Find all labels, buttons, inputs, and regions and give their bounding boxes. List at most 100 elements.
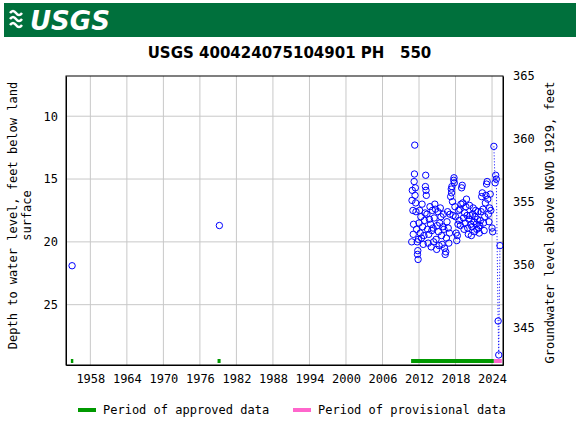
tick: 1958 [76, 365, 105, 386]
data-point [493, 176, 499, 182]
data-point [423, 172, 429, 178]
tick-label: 1976 [186, 372, 215, 386]
tick: 1994 [296, 365, 325, 386]
tick: 25 [44, 298, 66, 312]
tick-label: 1964 [113, 372, 142, 386]
tick: 365 [503, 69, 535, 83]
chart: USGSUSGS 400424075104901 PH 550195819641… [0, 0, 580, 430]
data-point [412, 192, 418, 198]
grid-line-x [345, 76, 346, 365]
tick: 1988 [259, 365, 288, 386]
tick: 2012 [405, 365, 434, 386]
data-point [495, 318, 501, 324]
data-point [437, 205, 443, 211]
data-point [423, 192, 429, 198]
tick: 2018 [442, 365, 471, 386]
data-point [484, 178, 490, 184]
legend-swatch [78, 408, 96, 412]
data-point [489, 229, 495, 235]
data-point [216, 222, 222, 228]
y-axis-title: Depth to water level, feet below land [6, 82, 20, 349]
grid-line-x [419, 76, 420, 365]
data-point [411, 178, 417, 184]
period-bar [218, 359, 221, 363]
period-bar [71, 359, 73, 363]
tick-label: 355 [513, 195, 535, 209]
axis-line [67, 365, 504, 366]
data-point [497, 242, 503, 248]
logo-mark [10, 11, 22, 27]
tick-label: 25 [44, 298, 58, 312]
tick-label: 1988 [259, 372, 288, 386]
tick-label: 10 [44, 110, 58, 124]
tick-label: 20 [44, 235, 58, 249]
tick: 355 [503, 195, 535, 209]
tick: 2024 [478, 365, 507, 386]
tick: 10 [44, 110, 66, 124]
data-point [69, 263, 75, 269]
y2-axis-title: Groundwater level above NGVD 1929, feet [543, 82, 557, 364]
tick: 2000 [332, 365, 361, 386]
tick-label: 1958 [76, 372, 105, 386]
grid-line-x [272, 76, 273, 365]
tick-label: 2000 [332, 372, 361, 386]
data-point [443, 249, 449, 255]
data-point [415, 247, 421, 253]
data-point [488, 207, 494, 213]
data-point [487, 191, 493, 197]
axis-line [503, 77, 504, 366]
data-point [448, 190, 454, 196]
logo-wave [10, 17, 22, 21]
legend-label: Period of approved data [103, 403, 269, 417]
data-point [454, 232, 460, 238]
grid-line-y [66, 179, 503, 180]
tick: 1976 [186, 365, 215, 386]
y-axis-title: surface [20, 190, 34, 241]
tick-label: 1994 [296, 372, 325, 386]
data-point [431, 215, 437, 221]
grid-line-y [66, 116, 503, 117]
grid [66, 76, 503, 365]
logo-wave [10, 23, 22, 27]
data-point [452, 214, 458, 220]
grid-line-x [126, 76, 127, 365]
tick-label: 15 [44, 172, 58, 186]
data-point [412, 142, 418, 148]
tick: 1982 [222, 365, 251, 386]
header-band [4, 3, 576, 37]
grid-line-x [236, 76, 237, 365]
y2-axis: 345 350 355 360 365 [503, 69, 535, 365]
data-point [411, 171, 417, 177]
data-point [418, 214, 424, 220]
data-point [486, 219, 492, 225]
legend: Period of approved data Period of provisi… [78, 403, 506, 417]
legend-swatch [293, 408, 311, 412]
plot-frame [66, 76, 503, 365]
tick: 2006 [369, 365, 398, 386]
data-point [444, 219, 450, 225]
legend-item: Period of provisional data [293, 403, 506, 417]
data-point [459, 182, 465, 188]
legend-item: Period of approved data [78, 403, 269, 417]
plot-area [69, 142, 503, 363]
tick: 345 [503, 321, 535, 335]
data-point [413, 226, 419, 232]
tick-label: 2006 [369, 372, 398, 386]
tick-label: 365 [513, 69, 535, 83]
data-point [446, 240, 452, 246]
tick-label: 360 [513, 132, 535, 146]
tick: 350 [503, 258, 535, 272]
axis-line [66, 77, 67, 366]
data-point [491, 143, 497, 149]
tick-label: 2018 [442, 372, 471, 386]
tick: 1964 [113, 365, 142, 386]
tick: 15 [44, 172, 66, 186]
data-point [415, 256, 421, 262]
data-point [412, 185, 418, 191]
data-point [480, 206, 486, 212]
tick-label: 1970 [149, 372, 178, 386]
data-point [496, 352, 502, 358]
tick-label: 345 [513, 321, 535, 335]
tick-label: 2024 [478, 372, 507, 386]
data-point [446, 230, 452, 236]
